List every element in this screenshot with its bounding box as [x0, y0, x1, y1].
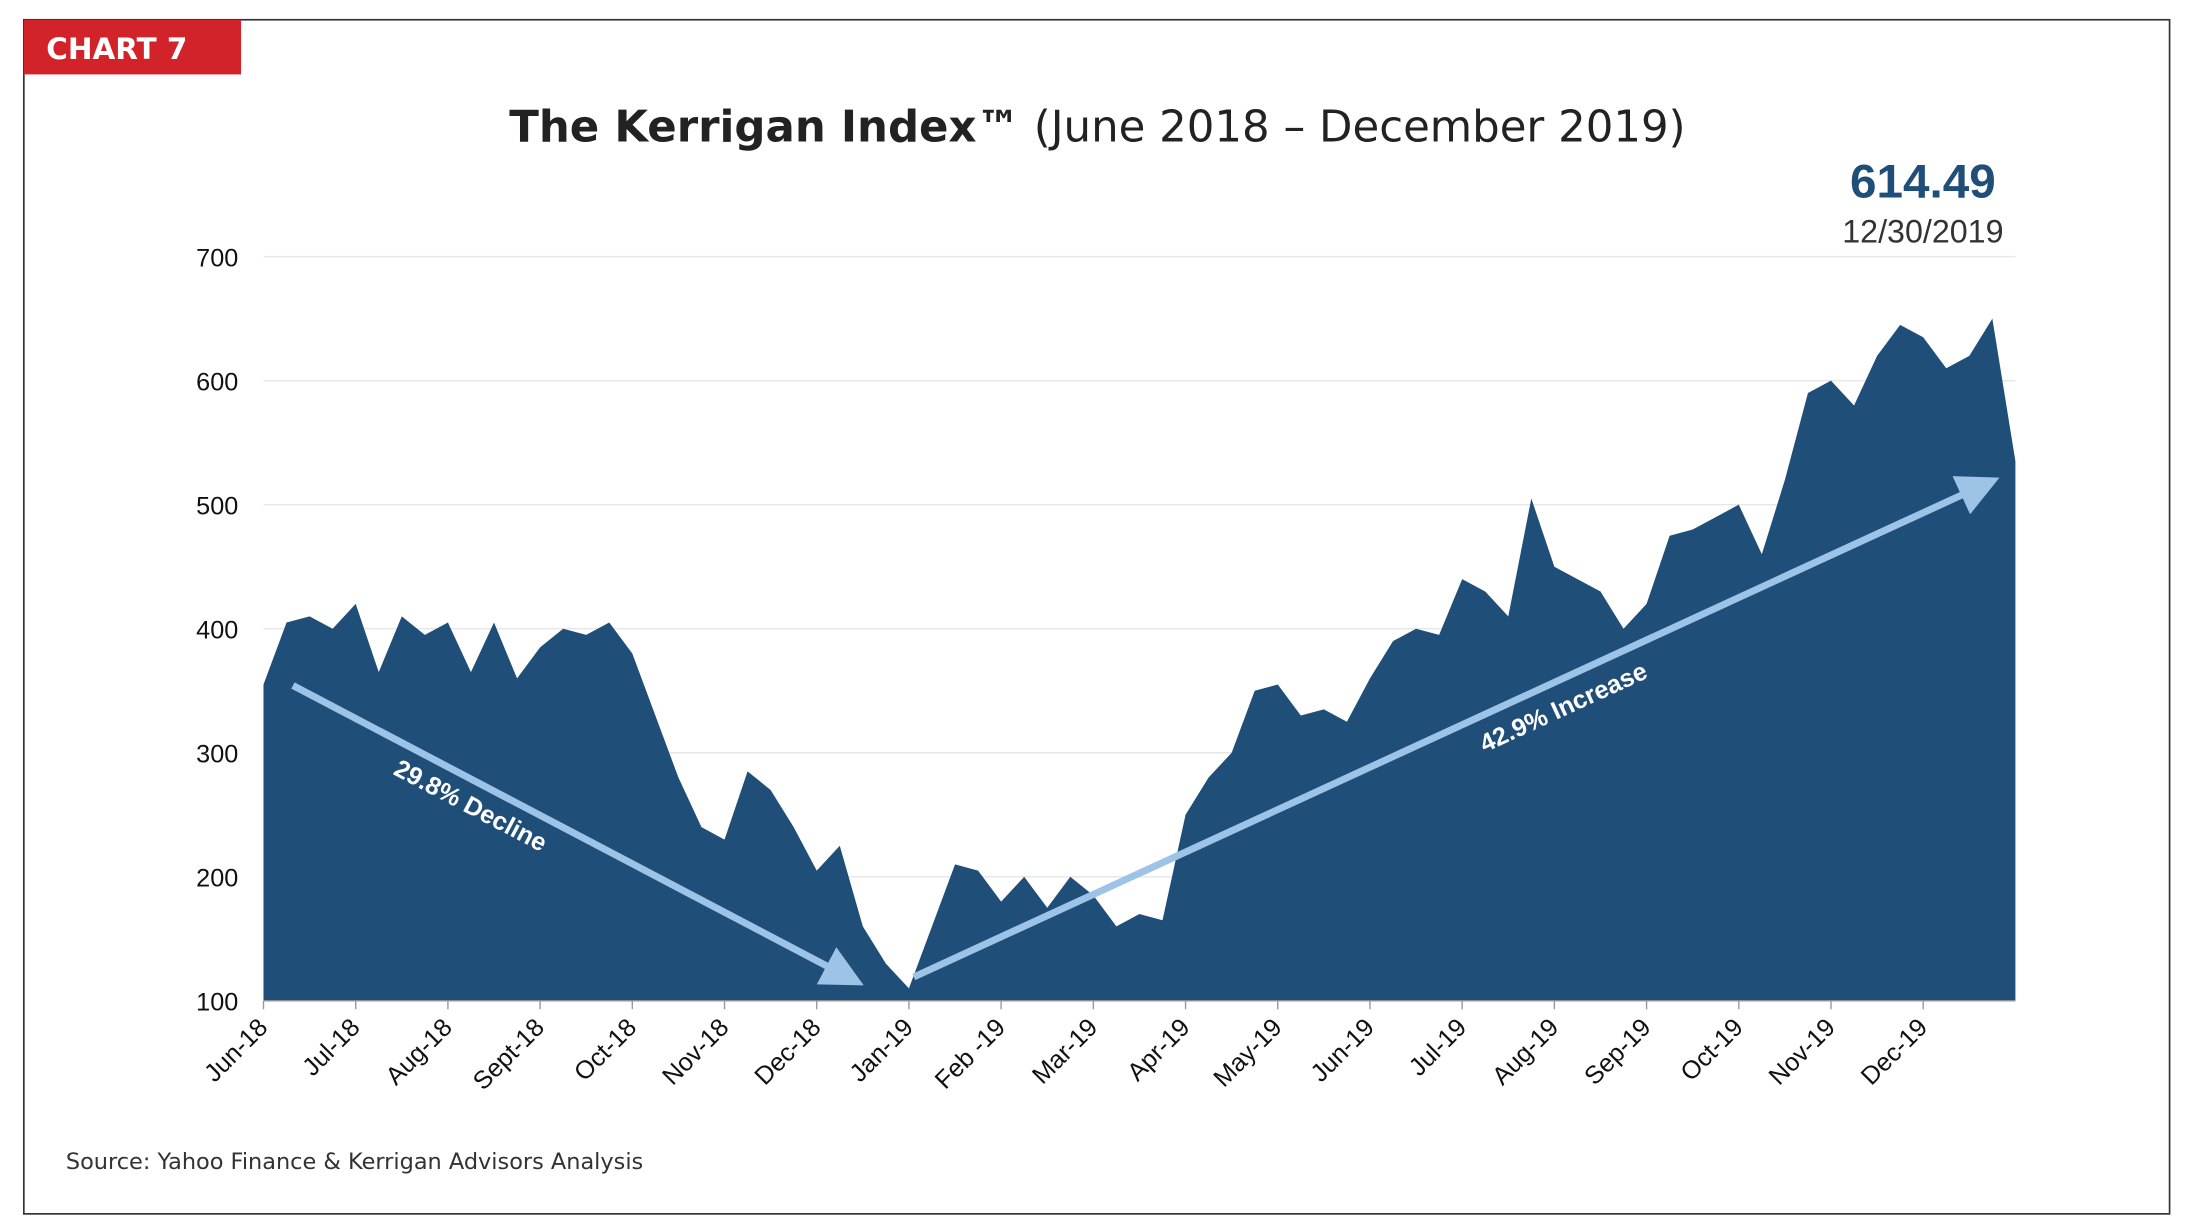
decline-arrow — [291, 682, 864, 986]
y-tick-label: 400 — [196, 617, 238, 645]
subtitle: (June 2018 – December 2019) — [1034, 103, 1686, 153]
y-tick-label: 600 — [196, 368, 238, 396]
increase-arrow — [912, 476, 2000, 981]
callout-value: 614.49 — [1850, 156, 1996, 209]
y-tick-label: 300 — [196, 741, 238, 769]
callout-date: 12/30/2019 — [1842, 214, 2003, 250]
y-tick-label: 200 — [196, 865, 238, 893]
y-tick-label: 100 — [196, 989, 238, 1017]
area — [263, 318, 2016, 1001]
y-tick-label: 700 — [196, 244, 238, 272]
chart-label: CHART 7 — [46, 32, 187, 66]
chart-title: The Kerrigan Index™ (June 2018 – Decembe… — [509, 103, 1685, 153]
title: The Kerrigan Index™ — [509, 103, 1020, 153]
source: Source: Yahoo Finance & Kerrigan Advisor… — [66, 1149, 643, 1175]
chart-tab — [23, 19, 242, 75]
y-tick-label: 500 — [196, 492, 238, 520]
